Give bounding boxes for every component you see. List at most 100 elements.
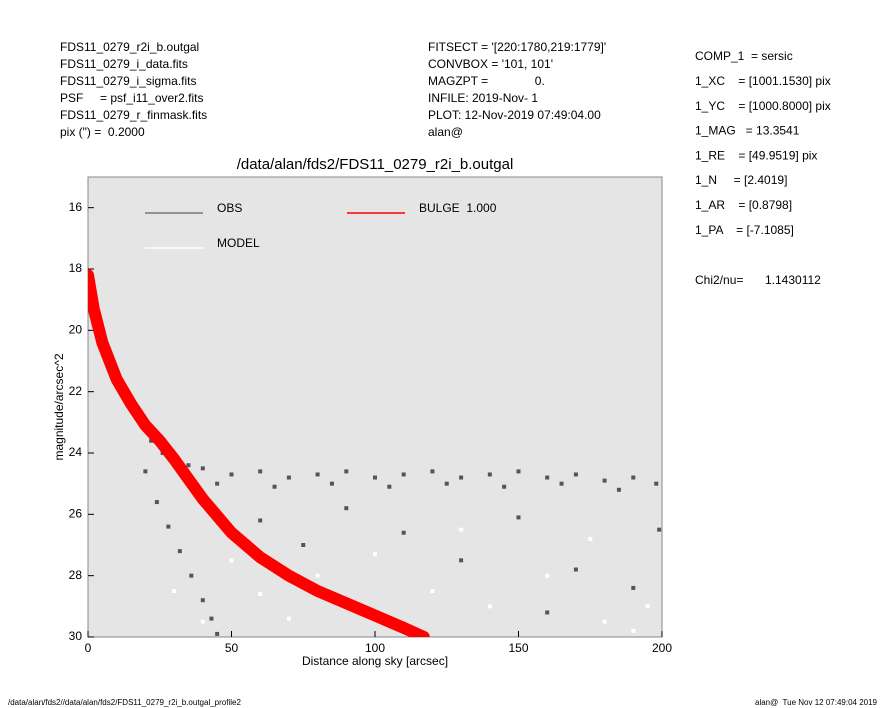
fit-parameter: 1_RE = [49.9519] pix: [695, 148, 817, 162]
data-point: [344, 506, 349, 511]
header-center-line: PLOT: 12-Nov-2019 07:49:04.00: [428, 108, 601, 122]
header-left-line: FDS11_0279_i_data.fits: [60, 57, 188, 71]
y-tick-label: 20: [69, 323, 83, 337]
legend-label: OBS: [217, 201, 242, 215]
header-left-line: PSF = psf_i11_over2.fits: [60, 91, 204, 105]
x-tick-label: 200: [652, 641, 672, 655]
chi2-label: Chi2/nu=: [695, 273, 743, 287]
fit-parameter: 1_PA = [-7.1085]: [695, 223, 794, 237]
data-point: [373, 552, 377, 557]
y-tick-label: 26: [69, 507, 83, 521]
plot-area: [87, 176, 663, 638]
data-point: [444, 481, 449, 486]
data-point: [631, 628, 636, 633]
data-point: [258, 518, 263, 523]
data-point: [315, 573, 320, 578]
data-point: [200, 598, 205, 603]
data-point: [602, 478, 607, 483]
data-point: [387, 484, 392, 489]
data-point: [631, 475, 636, 480]
fit-parameter: 1_N = [2.4019]: [695, 173, 787, 187]
y-tick-label: 18: [69, 261, 83, 275]
data-point: [516, 469, 521, 474]
header-center-line: INFILE: 2019-Nov- 1: [428, 91, 538, 105]
data-point: [286, 616, 291, 621]
y-tick-label: 30: [69, 629, 83, 643]
data-point: [149, 438, 154, 443]
x-tick-label: 0: [85, 641, 92, 655]
data-point: [401, 530, 406, 535]
y-tick-label: 24: [69, 445, 83, 459]
data-point: [559, 481, 564, 486]
data-point: [430, 469, 435, 474]
data-point: [258, 469, 263, 474]
header-center-line: MAGZPT = 0.: [428, 74, 545, 88]
data-point: [209, 616, 214, 621]
data-point: [573, 472, 578, 477]
fit-parameter: 1_XC = [1001.1530] pix: [695, 74, 831, 88]
y-tick-label: 22: [69, 384, 83, 398]
data-point: [573, 567, 578, 572]
header-left-line: FDS11_0279_i_sigma.fits: [60, 74, 197, 88]
data-point: [588, 536, 593, 541]
data-point: [545, 475, 550, 480]
data-point: [189, 573, 194, 578]
data-point: [654, 481, 659, 486]
fit-parameter: 1_MAG = 13.3541: [695, 124, 800, 138]
data-point: [487, 604, 492, 609]
plot-marks: [88, 269, 662, 637]
data-point: [200, 466, 205, 471]
x-tick-label: 100: [365, 641, 385, 655]
header-center-line: FITSECT = '[220:1780,219:1779]': [428, 40, 606, 54]
model-band: [88, 269, 430, 637]
data-point: [373, 475, 377, 480]
data-point: [657, 527, 662, 532]
x-tick-label: 150: [508, 641, 528, 655]
data-point: [315, 472, 320, 477]
data-point: [177, 549, 182, 554]
data-point: [545, 573, 550, 578]
data-point: [172, 589, 177, 593]
data-point: [602, 619, 607, 624]
chart-title: /data/alan/fds2/FDS11_0279_r2i_b.outgal: [237, 156, 514, 173]
fit-parameter: 1_YC = [1000.8000] pix: [695, 99, 831, 113]
data-point: [215, 481, 220, 486]
data-point: [401, 472, 406, 477]
data-point: [459, 475, 464, 480]
data-point: [186, 463, 191, 468]
data-point: [286, 475, 291, 480]
fit-parameter: 1_AR = [0.8798]: [695, 198, 792, 212]
data-point: [459, 558, 464, 563]
header-left-line: FDS11_0279_r2i_b.outgal: [60, 40, 199, 54]
data-point: [215, 631, 220, 636]
data-point: [645, 604, 650, 609]
data-point: [301, 543, 306, 547]
data-point: [616, 487, 621, 492]
data-point: [229, 558, 234, 563]
data-point: [459, 527, 464, 532]
y-axis-label: magnitude/arcsec^2: [52, 353, 66, 460]
x-tick-label: 50: [225, 641, 239, 655]
data-point: [545, 610, 550, 615]
header-left-line: pix (") = 0.2000: [60, 125, 145, 139]
data-point: [502, 484, 507, 489]
data-point: [200, 619, 205, 624]
data-point: [329, 481, 334, 486]
data-point: [344, 469, 349, 474]
legend-label: MODEL: [217, 236, 260, 250]
y-tick-label: 16: [69, 200, 83, 214]
data-point: [258, 592, 263, 597]
x-axis-label: Distance along sky [arcsec]: [302, 654, 448, 668]
data-point: [272, 484, 277, 489]
header-left-line: FDS11_0279_r_finmask.fits: [60, 108, 207, 122]
y-tick-label: 28: [69, 568, 83, 582]
header-center-line: alan@: [428, 125, 463, 139]
data-point: [430, 589, 435, 593]
fit-parameter: COMP_1 = sersic: [695, 49, 793, 63]
data-point: [631, 585, 636, 590]
data-point: [154, 500, 159, 505]
data-point: [487, 472, 492, 477]
footer-left: /data/alan/fds2//data/alan/fds2/FDS11_02…: [8, 698, 241, 707]
legend-label: BULGE 1.000: [419, 201, 497, 215]
